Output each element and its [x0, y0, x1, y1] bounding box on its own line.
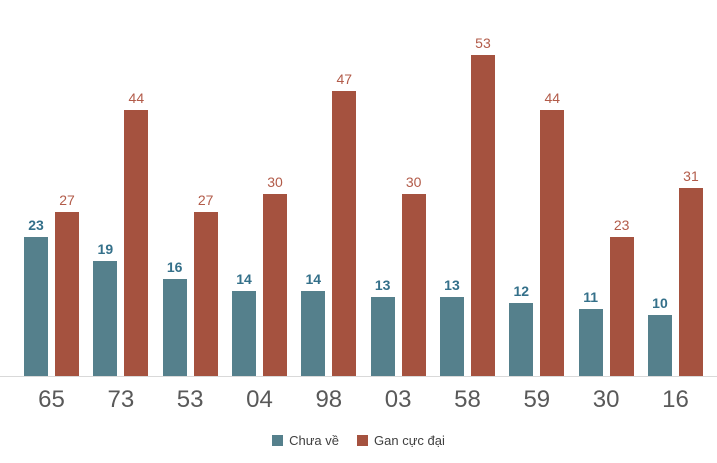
x-axis-label-98: 98 — [315, 386, 343, 413]
bar-value-label: 31 — [683, 168, 699, 184]
bar-chua-ve-98 — [301, 291, 326, 376]
bar-value-label: 11 — [583, 289, 599, 305]
bar-wrap-chua-ve-16: 10 — [647, 295, 672, 376]
bar-chua-ve-58 — [439, 297, 464, 376]
bar-chua-ve-04 — [231, 291, 256, 376]
bar-wrap-chua-ve-98: 14 — [301, 271, 326, 376]
bar-gan-cuc-dai-73 — [124, 110, 149, 376]
x-axis-label-73: 73 — [107, 386, 135, 413]
legend-swatch-teal — [272, 435, 284, 446]
legend-label-chua-ve: Chưa về — [289, 433, 340, 448]
bar-wrap-chua-ve-53: 16 — [162, 259, 187, 376]
bar-chua-ve-59 — [509, 303, 534, 376]
bar-group-53: 16 27 — [162, 192, 218, 376]
bar-value-label: 14 — [305, 271, 322, 287]
bar-group-73: 19 44 — [93, 90, 149, 376]
bar-wrap-gan-cuc-dai-65: 27 — [55, 193, 79, 376]
bar-wrap-gan-cuc-dai-53: 27 — [193, 192, 218, 376]
bar-chua-ve-73 — [93, 261, 118, 376]
bar-value-label: 23 — [28, 217, 44, 233]
bar-group-98: 14 47 — [301, 71, 357, 376]
bar-value-label: 12 — [513, 283, 530, 299]
bar-chua-ve-16 — [647, 315, 672, 376]
x-axis: 65 73 53 04 98 03 58 59 30 16 — [0, 386, 717, 415]
bar-gan-cuc-dai-59 — [540, 110, 565, 376]
bar-wrap-chua-ve-73: 19 — [93, 241, 118, 376]
bar-group-59: 12 44 — [509, 90, 565, 376]
bar-value-label: 23 — [613, 217, 630, 233]
bar-wrap-gan-cuc-dai-59: 44 — [540, 90, 565, 376]
bar-value-label: 47 — [336, 71, 353, 87]
bar-gan-cuc-dai-65 — [55, 212, 79, 376]
x-axis-label-04: 04 — [246, 386, 273, 413]
bar-wrap-gan-cuc-dai-98: 47 — [332, 71, 357, 376]
x-axis-label-30: 30 — [592, 386, 620, 413]
bar-gan-cuc-dai-30 — [609, 237, 634, 376]
bar-chua-ve-53 — [162, 279, 187, 376]
bar-gan-cuc-dai-98 — [332, 91, 357, 376]
bar-group-03: 13 30 — [370, 174, 426, 376]
bar-wrap-chua-ve-65: 23 — [24, 218, 48, 376]
bar-value-label: 30 — [267, 174, 283, 190]
bar-value-label: 13 — [444, 277, 460, 293]
bar-chua-ve-65 — [24, 237, 48, 376]
bar-value-label: 44 — [128, 90, 145, 106]
bar-wrap-chua-ve-30: 11 — [578, 289, 603, 376]
bar-group-04: 14 30 — [231, 174, 287, 376]
bar-value-label: 13 — [374, 277, 391, 293]
bar-value-label: 14 — [236, 271, 252, 287]
bar-wrap-chua-ve-04: 14 — [231, 271, 256, 376]
x-axis-label-03: 03 — [384, 386, 412, 413]
bar-wrap-chua-ve-58: 13 — [439, 277, 464, 376]
bar-group-16: 10 31 — [647, 168, 703, 376]
bar-group-65: 23 27 — [24, 193, 79, 376]
bar-value-label: 44 — [544, 90, 561, 106]
x-axis-label-16: 16 — [662, 386, 689, 413]
bar-value-label: 16 — [166, 259, 183, 275]
bar-gan-cuc-dai-04 — [262, 194, 287, 376]
bar-wrap-chua-ve-03: 13 — [370, 277, 395, 376]
bar-value-label: 19 — [97, 241, 114, 257]
bar-gan-cuc-dai-03 — [401, 194, 426, 376]
bar-wrap-gan-cuc-dai-73: 44 — [124, 90, 149, 376]
bar-gan-cuc-dai-58 — [470, 55, 495, 376]
x-axis-label-65: 65 — [38, 386, 65, 413]
legend-swatch-red — [357, 435, 369, 446]
legend-item-gan-cuc-dai: Gan cực đại — [357, 433, 445, 448]
bar-gan-cuc-dai-53 — [193, 212, 218, 376]
x-axis-label-59: 59 — [523, 386, 551, 413]
bar-wrap-gan-cuc-dai-30: 23 — [609, 217, 634, 376]
legend-label-gan-cuc-dai: Gan cực đại — [374, 433, 445, 448]
x-axis-label-53: 53 — [176, 386, 204, 413]
legend: Chưa về Gan cực đại — [0, 433, 717, 448]
plot-area: 23 27 19 44 16 27 14 30 14 47 13 30 13 53 12 44 11 23 10 31 — [0, 35, 717, 377]
bar-group-30: 11 23 — [578, 217, 634, 376]
bar-wrap-gan-cuc-dai-58: 53 — [470, 35, 495, 376]
bar-value-label: 10 — [652, 295, 668, 311]
bar-value-label: 27 — [59, 192, 75, 208]
bar-group-58: 13 53 — [439, 35, 495, 376]
legend-item-chua-ve: Chưa về — [272, 433, 339, 448]
x-axis-label-58: 58 — [454, 386, 481, 413]
bar-value-label: 30 — [405, 174, 422, 190]
bar-chua-ve-03 — [370, 297, 395, 376]
bar-wrap-gan-cuc-dai-03: 30 — [401, 174, 426, 376]
bar-wrap-chua-ve-59: 12 — [509, 283, 534, 376]
bar-value-label: 53 — [475, 35, 491, 51]
bar-gan-cuc-dai-16 — [678, 188, 703, 376]
bar-wrap-gan-cuc-dai-04: 30 — [262, 174, 287, 376]
bar-wrap-gan-cuc-dai-16: 31 — [678, 168, 703, 376]
bar-chua-ve-30 — [578, 309, 603, 376]
bar-value-label: 27 — [197, 192, 214, 208]
